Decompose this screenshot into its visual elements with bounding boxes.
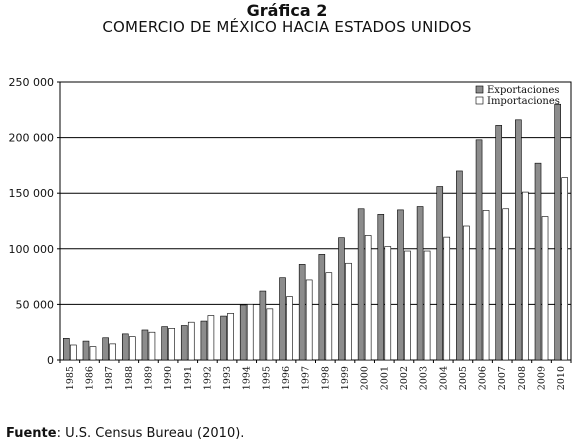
x-tick-label: 1998	[320, 366, 331, 390]
bar-exportaciones	[554, 103, 561, 361]
bar-importaciones	[305, 279, 313, 361]
x-tick-label: 1989	[143, 366, 154, 390]
bar-importaciones	[404, 250, 411, 361]
bar-exportaciones	[239, 304, 247, 361]
bar-exportaciones	[180, 325, 188, 361]
bar-chart: 0 50 000 100 000 150 000 200 000 250 000 1985 1…	[9, 76, 572, 390]
bar-importaciones	[207, 315, 215, 361]
bar-exportaciones	[416, 206, 424, 361]
x-tick-label: 1990	[163, 366, 174, 390]
plot-frame	[59, 81, 572, 361]
chart-subtitle: COMERCIO DE MÉXICO HACIA ESTADOS UNIDOS	[102, 18, 472, 36]
bar-importaciones	[70, 344, 77, 361]
bar-importaciones	[443, 236, 451, 361]
bar-importaciones	[187, 321, 195, 361]
bar-exportaciones	[534, 162, 542, 361]
bar-importaciones	[128, 336, 136, 361]
legend-swatch-exportaciones	[475, 85, 484, 94]
x-tick-label: 1988	[124, 366, 135, 390]
bar-importaciones	[384, 246, 392, 361]
bar-importaciones	[345, 262, 352, 361]
bar-exportaciones	[121, 333, 129, 361]
bar-exportaciones	[279, 277, 286, 361]
bar-exportaciones	[220, 315, 227, 361]
x-tick-label: 1995	[261, 366, 272, 390]
bar-importaciones	[423, 250, 431, 361]
x-tick-label: 2006	[478, 366, 489, 390]
bar-exportaciones	[259, 290, 267, 361]
x-tick-label: 1986	[84, 366, 95, 390]
bar-importaciones	[463, 225, 470, 361]
bar-exportaciones	[102, 337, 109, 361]
x-tick-label: 1985	[65, 366, 76, 390]
bar-exportaciones	[397, 209, 404, 361]
source-text: : U.S. Census Bureau (2010).	[56, 426, 245, 441]
bar-exportaciones	[338, 237, 345, 361]
y-tick-label: 50 000	[16, 298, 55, 311]
y-tick-label: 100 000	[9, 243, 55, 256]
x-tick-label: 2009	[537, 366, 548, 390]
x-tick-label: 1993	[222, 366, 233, 390]
bar-importaciones	[168, 328, 175, 361]
bar-exportaciones	[318, 254, 326, 361]
bar-importaciones	[227, 312, 234, 361]
bar-exportaciones	[436, 186, 444, 361]
y-tick-label: 150 000	[9, 187, 55, 200]
bar-importaciones	[246, 304, 254, 361]
bar-exportaciones	[298, 264, 306, 361]
chart-title: Gráfica 2	[246, 1, 328, 20]
bar-exportaciones	[63, 338, 70, 361]
x-tick-label: 2001	[379, 366, 390, 390]
x-tick-label: 1996	[281, 366, 292, 390]
x-tick-label: 1999	[340, 366, 351, 390]
bar-exportaciones	[141, 329, 149, 361]
legend-swatch-importaciones	[475, 96, 484, 105]
bar-importaciones	[325, 272, 333, 361]
x-tick-label: 2005	[458, 366, 469, 390]
x-tick-label: 2008	[517, 366, 528, 390]
bar-importaciones	[522, 191, 529, 361]
bar-importaciones	[502, 208, 510, 361]
bar-importaciones	[482, 210, 490, 361]
x-tick-label: 2007	[497, 366, 508, 390]
bar-importaciones	[148, 331, 156, 361]
bar-exportaciones	[200, 320, 208, 361]
legend-label-exportaciones: Exportaciones	[487, 85, 559, 96]
bar-exportaciones	[82, 340, 90, 361]
x-tick-label: 2003	[419, 366, 430, 390]
y-tick-label: 0	[47, 354, 54, 367]
x-tick-label: 1997	[301, 366, 312, 390]
x-tick-label: 2010	[556, 366, 567, 390]
x-tick-label: 1992	[202, 366, 213, 390]
x-tick-label: 1994	[242, 366, 253, 390]
bar-exportaciones	[377, 214, 385, 361]
bar-exportaciones	[495, 125, 503, 361]
bar-importaciones	[109, 343, 116, 361]
y-tick-label: 200 000	[9, 132, 55, 145]
bar-importaciones	[364, 235, 372, 361]
bar-exportaciones	[161, 326, 168, 361]
bar-exportaciones	[515, 119, 522, 361]
bar-importaciones	[561, 177, 568, 361]
x-tick-label: 2002	[399, 366, 410, 390]
bar-importaciones	[286, 296, 293, 361]
x-tick-label: 1991	[183, 366, 194, 390]
bar-exportaciones	[475, 139, 483, 361]
bar-importaciones	[266, 308, 274, 361]
y-tick-label: 250 000	[9, 76, 55, 89]
x-tick-label: 2004	[438, 366, 449, 390]
legend-label-importaciones: Importaciones	[487, 96, 560, 107]
source-note: Fuente: U.S. Census Bureau (2010).	[6, 426, 244, 441]
x-tick-label: 2000	[360, 366, 371, 390]
source-label: Fuente	[6, 426, 57, 441]
x-tick-label: 1987	[104, 366, 115, 390]
bar-exportaciones	[357, 208, 365, 361]
bar-importaciones	[89, 346, 97, 361]
bar-importaciones	[541, 216, 549, 361]
bar-exportaciones	[456, 170, 463, 361]
